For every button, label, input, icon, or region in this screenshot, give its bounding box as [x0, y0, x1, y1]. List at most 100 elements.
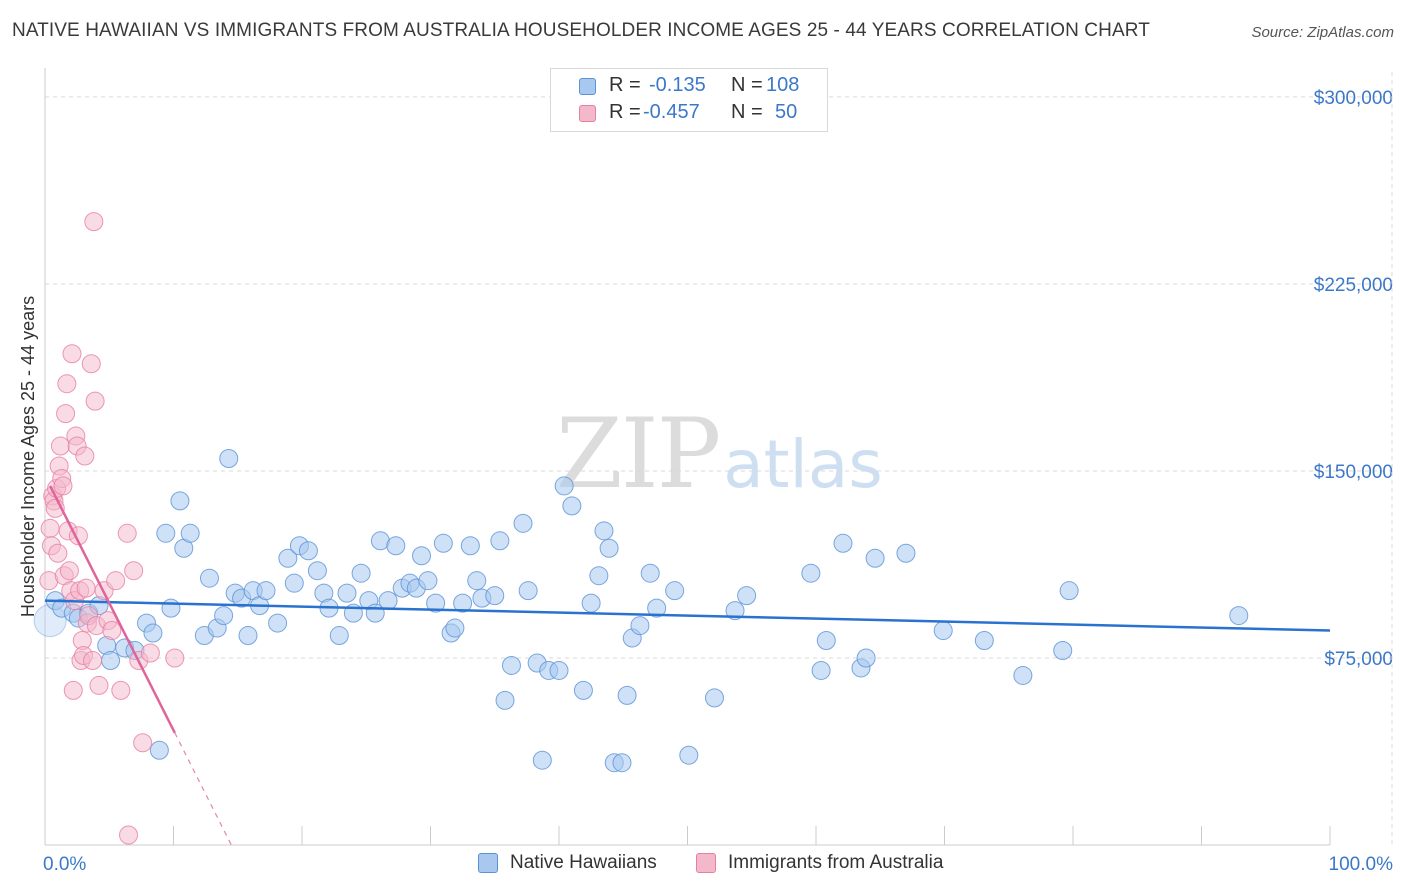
data-point-immigrants-australia [124, 561, 144, 581]
data-point-native-hawaiians [219, 449, 239, 468]
y-axis-title: Householder Income Ages 25 - 44 years [18, 296, 38, 617]
data-point-native-hawaiians [617, 685, 637, 705]
data-point-native-hawaiians [351, 563, 371, 583]
stats-n-label: N = [731, 101, 763, 123]
legend-swatch-immigrants-australia [696, 853, 716, 873]
legend-item-native-hawaiians[interactable]: Native Hawaiians [478, 852, 678, 876]
data-point-native-hawaiians [214, 606, 234, 626]
data-point-native-hawaiians [433, 533, 453, 553]
stats-box: R = -0.135 N = 108 R = -0.457 N = 50 [550, 68, 828, 132]
data-point-immigrants-australia [119, 825, 139, 845]
data-point-native-hawaiians [418, 571, 438, 591]
data-point-native-hawaiians [594, 521, 614, 541]
stats-swatch-immigrants-australia [579, 105, 596, 122]
stats-n-label: N = [731, 74, 763, 96]
y-tick-label: $300,000 [1314, 88, 1393, 109]
data-point-immigrants-australia [111, 680, 131, 700]
data-point-immigrants-australia [106, 571, 126, 591]
legend-label: Immigrants from Australia [728, 852, 944, 873]
data-point-native-hawaiians [725, 601, 745, 621]
data-point-native-hawaiians [1053, 641, 1073, 661]
data-point-immigrants-australia [63, 680, 83, 700]
data-point-native-hawaiians [412, 546, 432, 566]
watermark: ZIPatlas [556, 398, 883, 510]
data-point-immigrants-australia [89, 675, 109, 695]
stats-r-label: R = [609, 74, 641, 96]
data-point-immigrants-australia [117, 523, 137, 543]
data-point-native-hawaiians [737, 586, 757, 606]
data-point-native-hawaiians [532, 750, 552, 770]
data-point-native-hawaiians [562, 496, 582, 516]
data-point-native-hawaiians [485, 586, 505, 606]
data-point-immigrants-australia [56, 404, 76, 424]
trend-line-immigrants-australia [49, 485, 176, 734]
data-point-immigrants-australia [85, 391, 105, 411]
data-point-immigrants-australia [57, 374, 77, 394]
data-point-native-hawaiians [581, 593, 601, 613]
data-point-native-hawaiians [298, 541, 318, 561]
data-point-native-hawaiians [101, 650, 121, 670]
data-point-native-hawaiians [378, 591, 398, 611]
data-point-immigrants-australia [75, 446, 95, 466]
stats-n-value: 50 [775, 101, 798, 123]
data-point-native-hawaiians [1059, 581, 1079, 601]
stats-r-label: R = [609, 101, 641, 123]
data-point-native-hawaiians [329, 626, 349, 646]
data-point-native-hawaiians [278, 548, 298, 568]
data-point-immigrants-australia [40, 518, 60, 538]
data-point-native-hawaiians [495, 690, 515, 710]
data-point-native-hawaiians [1229, 606, 1249, 626]
data-point-native-hawaiians [467, 571, 487, 591]
data-point-native-hawaiians [704, 688, 724, 708]
data-point-immigrants-australia [133, 733, 153, 753]
data-point-native-hawaiians [589, 566, 609, 586]
data-point-immigrants-australia [62, 344, 82, 364]
data-point-native-hawaiians [161, 598, 181, 618]
data-point-immigrants-australia [48, 543, 68, 563]
data-point-native-hawaiians [573, 680, 593, 700]
data-point-native-hawaiians [865, 548, 885, 568]
chart-source: Source: ZipAtlas.com [1251, 24, 1394, 41]
legend-item-immigrants-australia[interactable]: Immigrants from Australia [696, 852, 976, 876]
data-point-native-hawaiians [640, 563, 660, 583]
data-point-native-hawaiians [149, 740, 169, 760]
x-tick-label-min: 0.0% [43, 854, 86, 875]
data-point-native-hawaiians [896, 543, 916, 563]
data-point-native-hawaiians [490, 531, 510, 551]
data-point-native-hawaiians [811, 660, 831, 680]
data-point-native-hawaiians [612, 753, 632, 773]
data-point-native-hawaiians [554, 476, 574, 496]
legend-swatch-native-hawaiians [478, 853, 498, 873]
stats-r-value: -0.135 [649, 74, 706, 96]
chart-title: NATIVE HAWAIIAN VS IMMIGRANTS FROM AUSTR… [12, 20, 1150, 41]
data-point-native-hawaiians [856, 648, 876, 668]
data-point-native-hawaiians [180, 523, 200, 543]
x-tick-label-max: 100.0% [1329, 854, 1394, 875]
data-point-immigrants-australia [84, 212, 104, 232]
data-point-native-hawaiians [665, 581, 685, 601]
data-point-immigrants-australia [59, 561, 79, 581]
data-point-native-hawaiians [284, 573, 304, 593]
data-point-immigrants-australia [140, 643, 160, 663]
y-tick-label: $225,000 [1314, 275, 1393, 296]
data-point-native-hawaiians [933, 621, 953, 641]
data-point-native-hawaiians [679, 745, 699, 765]
data-point-native-hawaiians [256, 581, 276, 601]
data-point-immigrants-australia [102, 621, 122, 641]
stats-row-immigrants-australia: R = -0.457 N = 50 [551, 101, 827, 127]
data-point-native-hawaiians [307, 561, 327, 581]
data-point-native-hawaiians [426, 593, 446, 613]
data-point-native-hawaiians [453, 593, 473, 613]
watermark-atlas: atlas [723, 426, 883, 503]
data-point-native-hawaiians [630, 616, 650, 636]
watermark-zip: ZIP [556, 398, 721, 510]
data-point-native-hawaiians [238, 626, 258, 646]
data-point-native-hawaiians [518, 581, 538, 601]
data-point-native-hawaiians [599, 538, 619, 558]
data-point-native-hawaiians [268, 613, 288, 633]
data-point-immigrants-australia [81, 354, 101, 374]
data-point-native-hawaiians [816, 631, 836, 651]
data-point-native-hawaiians [460, 536, 480, 556]
